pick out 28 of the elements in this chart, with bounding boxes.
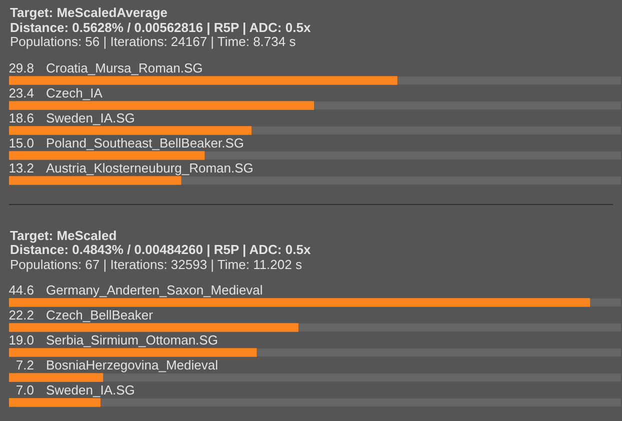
data-label: 44.6 bbox=[8, 282, 34, 298]
data-label: 22.2 bbox=[8, 308, 34, 322]
data-label: 18.6 bbox=[8, 110, 34, 125]
chart-title: Target: MeScaled bbox=[10, 228, 118, 243]
data-label: 7.2 bbox=[16, 358, 34, 372]
category-label: Czech_IA bbox=[46, 85, 102, 100]
category-label: Sweden_IA.SG bbox=[46, 382, 135, 398]
category-label: Austria_Klosterneuburg_Roman.SG bbox=[46, 160, 254, 175]
category-label: Sweden_IA.SG bbox=[46, 110, 135, 125]
bar bbox=[9, 398, 100, 407]
data-label: 7.0 bbox=[16, 382, 34, 398]
text: Populations: 56 | Iterations: 24167 | Time: 8.734 s bbox=[10, 34, 297, 50]
data-label: 15.0 bbox=[8, 135, 34, 150]
category-label: BosniaHerzegovina_Medieval bbox=[46, 358, 218, 372]
chart-title: Target: MeScaledAverage bbox=[10, 5, 169, 20]
chart-subtitle: Distance: 0.4843% / 0.00484260 | R5P | ADC: 0.5x bbox=[10, 242, 312, 258]
category-label: Poland_Southeast_BellBeaker.SG bbox=[46, 135, 244, 150]
bar bbox=[9, 373, 104, 382]
data-label: 13.2 bbox=[8, 160, 34, 175]
category-label: Croatia_Mursa_Roman.SG bbox=[46, 60, 203, 75]
data-label: 19.0 bbox=[8, 332, 34, 348]
data-label: 29.8 bbox=[8, 60, 34, 75]
category-label: Czech_BellBeaker bbox=[46, 308, 153, 322]
text: Populations: 67 | Iterations: 32593 | Time: 11.202 s bbox=[10, 256, 303, 272]
category-label: Germany_Anderten_Saxon_Medieval bbox=[46, 282, 263, 298]
chart-subtitle: Distance: 0.5628% / 0.00562816 | R5P | ADC: 0.5x bbox=[10, 20, 312, 35]
data-label: 23.4 bbox=[8, 85, 34, 100]
category-label: Serbia_Sirmium_Ottoman.SG bbox=[46, 332, 218, 348]
